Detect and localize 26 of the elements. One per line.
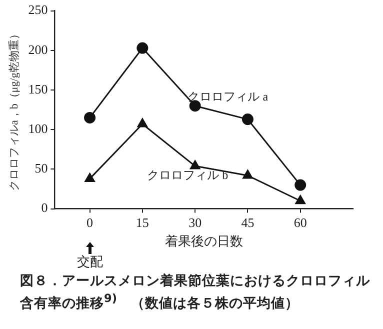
x-tick-label: 15 xyxy=(136,215,149,230)
y-tick-label: 100 xyxy=(28,121,48,136)
y-tick-label: 0 xyxy=(41,200,48,216)
y-tick-label: 250 xyxy=(28,2,48,18)
point xyxy=(190,160,200,170)
y-axis-title: クロロフィルa，b（μg/g乾物重） xyxy=(7,28,20,191)
point xyxy=(136,42,148,54)
chart-title: 図８．アールスメロン着果節位葉におけるクロロフィル含有率の推移$^{9)}$ （数値は各５株の平均値） xyxy=(20,273,370,312)
y-tick-label: 200 xyxy=(28,42,48,57)
x-tick-label: 0 xyxy=(86,215,94,230)
x-tick-label: 60 xyxy=(294,215,307,230)
text: 交配 xyxy=(76,254,103,269)
point xyxy=(137,118,148,128)
point xyxy=(84,112,96,124)
series-label: クロロフィル a xyxy=(188,89,269,104)
series-label: クロロフィル b xyxy=(147,168,228,182)
point xyxy=(295,195,306,204)
x-tick-label: 30 xyxy=(188,215,202,230)
point xyxy=(84,172,95,182)
point xyxy=(242,114,254,126)
point xyxy=(242,170,253,179)
y-tick-label: 150 xyxy=(28,81,48,96)
x-axis-title: 着果後の日数 xyxy=(164,234,243,249)
point xyxy=(294,179,306,191)
x-tick-label: 45 xyxy=(241,215,254,230)
y-tick-label: 50 xyxy=(34,160,48,176)
